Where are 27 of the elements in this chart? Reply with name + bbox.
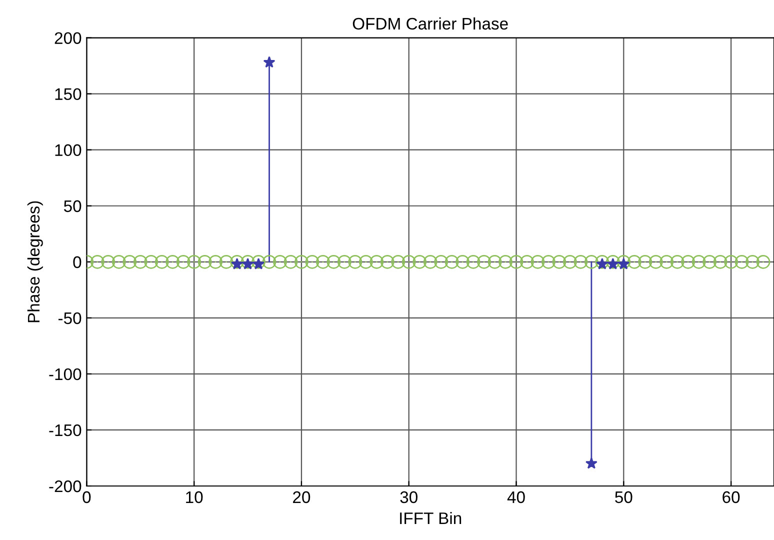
y-tick-label: 0 <box>73 256 82 268</box>
y-axis-title: Phase (degrees) <box>27 201 43 322</box>
point <box>252 258 264 270</box>
x-tick-label: 20 <box>293 491 310 504</box>
point <box>606 258 619 270</box>
y-tick-label: 50 <box>64 200 82 212</box>
x-tick-label: 40 <box>507 491 525 504</box>
y-tick-label: -50 <box>58 312 82 324</box>
y-tick-label: -200 <box>49 480 82 492</box>
point <box>596 258 608 270</box>
x-tick-label: 30 <box>400 491 418 504</box>
point <box>585 457 598 469</box>
x-tick-label: 60 <box>722 491 740 504</box>
y-tick-label: 100 <box>55 144 82 156</box>
y-tick-label: -150 <box>49 424 82 436</box>
point <box>263 56 276 68</box>
chart-title: OFDM Carrier Phase <box>352 17 508 30</box>
x-tick-label: 0 <box>82 491 91 504</box>
y-tick-label: -100 <box>49 368 82 380</box>
y-tick-label: 200 <box>54 32 82 44</box>
point <box>618 258 630 270</box>
x-axis-title: IFFT Bin <box>400 512 462 524</box>
x-tick-label: 50 <box>615 491 632 504</box>
point <box>242 258 254 270</box>
point <box>231 258 244 270</box>
x-tick-label: 10 <box>186 491 203 504</box>
y-tick-label: 150 <box>55 88 82 100</box>
